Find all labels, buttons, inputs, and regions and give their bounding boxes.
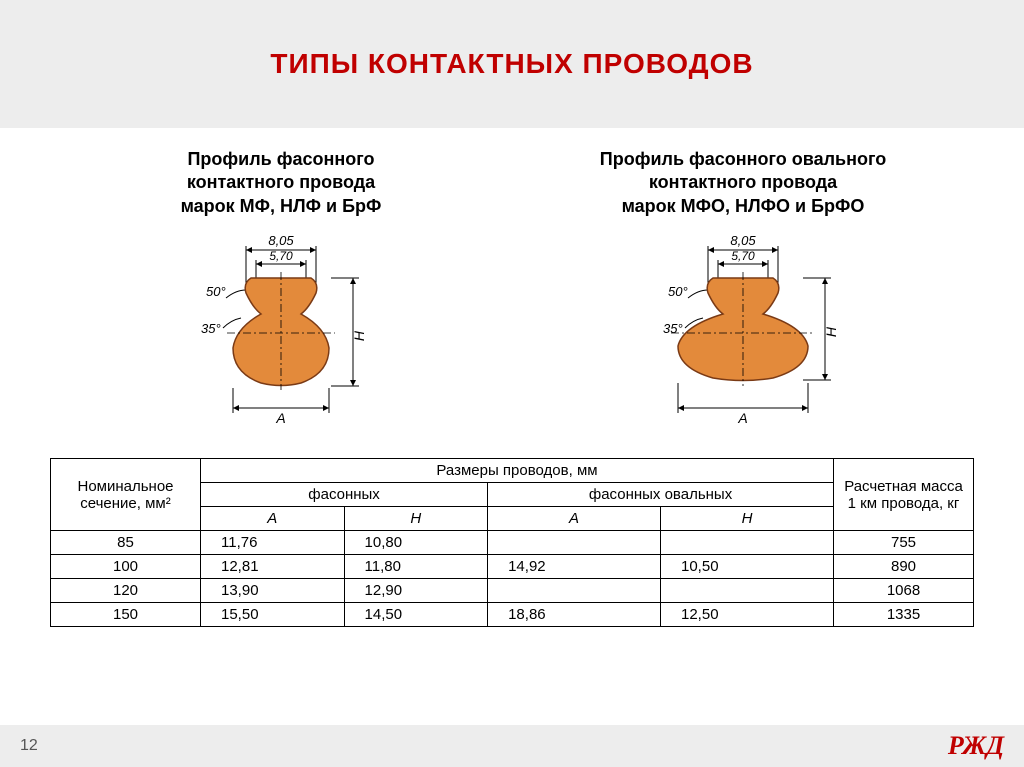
cell-fH: 14,50 xyxy=(344,603,488,627)
cell-fA: 15,50 xyxy=(201,603,345,627)
profile-right-l1: Профиль фасонного овального xyxy=(600,149,886,169)
table-row: 12013,9012,90 1068 xyxy=(51,579,974,603)
cell-section: 150 xyxy=(51,603,201,627)
cell-mass: 1068 xyxy=(834,579,974,603)
cell-mass: 755 xyxy=(834,531,974,555)
th-fH: H xyxy=(344,507,488,531)
th-oA: A xyxy=(488,507,661,531)
angle-lower: 35° xyxy=(201,321,221,336)
page-number: 12 xyxy=(20,737,38,755)
diagram-right: 8,05 5,70 50° 35° xyxy=(563,228,923,428)
cell-oH xyxy=(661,531,834,555)
dim-H-o: H xyxy=(823,326,839,337)
cell-fA: 13,90 xyxy=(201,579,345,603)
cell-oA xyxy=(488,531,661,555)
dim-inner: 5,70 xyxy=(269,249,293,263)
dim-inner-o: 5,70 xyxy=(731,249,755,263)
footer: 12 РЖД xyxy=(0,725,1024,767)
dim-outer-o: 8,05 xyxy=(730,233,756,248)
page-title: ТИПЫ КОНТАКТНЫХ ПРОВОДОВ xyxy=(270,48,753,80)
angle-upper: 50° xyxy=(206,284,226,299)
cell-mass: 1335 xyxy=(834,603,974,627)
profile-left-l3: марок МФ, НЛФ и БрФ xyxy=(181,196,382,216)
cell-fH: 12,90 xyxy=(344,579,488,603)
th-mass: Расчетная масса 1 км провода, кг xyxy=(834,459,974,531)
cell-section: 100 xyxy=(51,555,201,579)
dim-H: H xyxy=(351,330,367,341)
title-bar: ТИПЫ КОНТАКТНЫХ ПРОВОДОВ xyxy=(0,0,1024,128)
cell-oH: 10,50 xyxy=(661,555,834,579)
cell-fA: 12,81 xyxy=(201,555,345,579)
cell-section: 120 xyxy=(51,579,201,603)
th-oval: фасонных овальных xyxy=(488,483,834,507)
profile-right-title: Профиль фасонного овального контактного … xyxy=(563,148,923,218)
cell-oH: 12,50 xyxy=(661,603,834,627)
dim-A: A xyxy=(275,410,285,426)
table-row: 10012,8111,8014,9210,50890 xyxy=(51,555,974,579)
th-sizes: Размеры проводов, мм xyxy=(201,459,834,483)
profile-right-l3: марок МФО, НЛФО и БрФО xyxy=(622,196,865,216)
cell-oH xyxy=(661,579,834,603)
cell-section: 85 xyxy=(51,531,201,555)
content: Профиль фасонного контактного провода ма… xyxy=(0,128,1024,627)
dim-A-o: A xyxy=(737,410,747,426)
cell-oA: 18,86 xyxy=(488,603,661,627)
dim-outer: 8,05 xyxy=(268,233,294,248)
dimensions-table: Номинальное сечение, мм² Размеры проводо… xyxy=(50,458,974,627)
profile-left-l1: Профиль фасонного xyxy=(187,149,374,169)
th-fA: A xyxy=(201,507,345,531)
cell-fH: 11,80 xyxy=(344,555,488,579)
table-row: 8511,7610,80 755 xyxy=(51,531,974,555)
profile-right: Профиль фасонного овального контактного … xyxy=(563,148,923,428)
profile-row: Профиль фасонного контактного провода ма… xyxy=(50,148,974,428)
profile-left-l2: контактного провода xyxy=(187,172,375,192)
angle-upper-o: 50° xyxy=(668,284,688,299)
cell-fA: 11,76 xyxy=(201,531,345,555)
profile-left: Профиль фасонного контактного провода ма… xyxy=(101,148,461,428)
cell-oA xyxy=(488,579,661,603)
wire-profile-oval: 8,05 5,70 50° 35° xyxy=(603,228,883,428)
table-row: 15015,5014,5018,8612,501335 xyxy=(51,603,974,627)
rzd-logo: РЖД xyxy=(948,731,1004,761)
th-shaped: фасонных xyxy=(201,483,488,507)
angle-lower-o: 35° xyxy=(663,321,683,336)
cell-fH: 10,80 xyxy=(344,531,488,555)
th-section: Номинальное сечение, мм² xyxy=(51,459,201,531)
cell-oA: 14,92 xyxy=(488,555,661,579)
wire-profile-shaped: 8,05 5,70 50° 35° xyxy=(151,228,411,428)
diagram-left: 8,05 5,70 50° 35° xyxy=(101,228,461,428)
cell-mass: 890 xyxy=(834,555,974,579)
th-oH: H xyxy=(661,507,834,531)
profile-left-title: Профиль фасонного контактного провода ма… xyxy=(101,148,461,218)
profile-right-l2: контактного провода xyxy=(649,172,837,192)
